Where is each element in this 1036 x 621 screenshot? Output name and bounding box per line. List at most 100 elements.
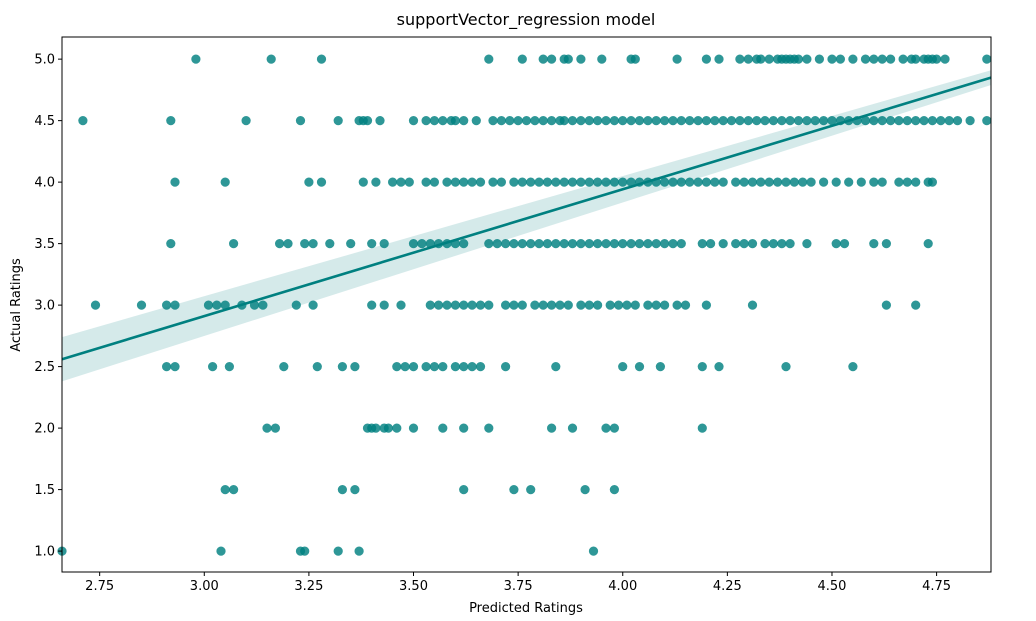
y-tick-label: 5.0 xyxy=(34,53,55,68)
data-point xyxy=(392,423,402,433)
data-point xyxy=(793,116,804,126)
data-point xyxy=(773,177,783,187)
data-point xyxy=(459,423,469,433)
data-point xyxy=(484,423,494,433)
data-point xyxy=(952,116,963,126)
data-point xyxy=(781,177,791,187)
data-point xyxy=(831,239,841,249)
data-point xyxy=(735,116,745,126)
data-point xyxy=(660,239,670,249)
data-point xyxy=(459,300,469,310)
data-point xyxy=(618,116,628,126)
data-point xyxy=(526,485,536,495)
data-point xyxy=(408,239,419,249)
data-point xyxy=(291,300,301,310)
data-point xyxy=(848,362,858,372)
data-point xyxy=(270,423,280,433)
data-point xyxy=(618,177,628,187)
data-point xyxy=(626,177,636,187)
data-point xyxy=(450,177,460,187)
data-point xyxy=(743,54,753,64)
data-point xyxy=(593,239,603,249)
data-point xyxy=(517,300,527,310)
data-point xyxy=(308,239,318,249)
data-point xyxy=(601,239,611,249)
data-point xyxy=(668,239,678,249)
data-point xyxy=(559,239,569,249)
data-point xyxy=(584,239,594,249)
data-point xyxy=(559,116,569,126)
data-point xyxy=(162,300,172,310)
data-point xyxy=(563,54,573,64)
data-point xyxy=(316,177,327,187)
data-point xyxy=(316,54,327,64)
data-point xyxy=(609,116,620,126)
data-point xyxy=(542,239,553,249)
data-point xyxy=(421,362,431,372)
data-point xyxy=(308,300,318,310)
data-point xyxy=(442,300,452,310)
data-point xyxy=(408,423,419,433)
data-point xyxy=(869,177,879,187)
data-point xyxy=(530,300,540,310)
data-point xyxy=(459,362,469,372)
x-tick-label: 4.75 xyxy=(922,579,951,594)
data-point xyxy=(78,116,88,126)
data-point xyxy=(576,300,586,310)
x-tick-label: 4.00 xyxy=(608,579,637,594)
data-point xyxy=(701,177,712,187)
data-point xyxy=(777,116,787,126)
data-point xyxy=(827,54,837,64)
data-point xyxy=(450,362,460,372)
data-point xyxy=(224,362,234,372)
data-point xyxy=(425,300,435,310)
data-point xyxy=(358,177,368,187)
data-point xyxy=(547,116,557,126)
data-point xyxy=(672,300,682,310)
data-point xyxy=(944,116,954,126)
data-point xyxy=(576,239,586,249)
data-point xyxy=(459,239,469,249)
data-point xyxy=(509,239,519,249)
data-point xyxy=(860,116,871,126)
data-point xyxy=(630,54,640,64)
data-point xyxy=(501,300,511,310)
data-point xyxy=(634,362,645,372)
data-point xyxy=(802,239,812,249)
data-point xyxy=(911,116,921,126)
data-point xyxy=(860,54,871,64)
data-point xyxy=(630,300,640,310)
data-point xyxy=(609,423,620,433)
data-point xyxy=(831,177,841,187)
data-point xyxy=(429,177,439,187)
data-point xyxy=(375,116,385,126)
data-point xyxy=(881,239,892,249)
data-point xyxy=(216,546,226,556)
data-point xyxy=(802,54,812,64)
data-point xyxy=(404,177,414,187)
data-point xyxy=(333,546,343,556)
data-point xyxy=(785,116,795,126)
data-point xyxy=(488,177,498,187)
data-point xyxy=(162,362,172,372)
data-point xyxy=(643,116,653,126)
data-point xyxy=(877,177,887,187)
data-point xyxy=(266,54,276,64)
data-point xyxy=(869,54,879,64)
data-point xyxy=(626,239,636,249)
data-point xyxy=(300,239,310,249)
data-point xyxy=(609,239,620,249)
data-point xyxy=(166,239,176,249)
data-point xyxy=(848,54,858,64)
data-point xyxy=(241,116,251,126)
data-point xyxy=(810,116,820,126)
data-point xyxy=(982,54,992,64)
data-point xyxy=(789,177,799,187)
data-point xyxy=(547,423,557,433)
data-point xyxy=(576,177,586,187)
data-point xyxy=(166,116,176,126)
data-point xyxy=(220,177,230,187)
data-point xyxy=(902,177,912,187)
data-point xyxy=(693,177,703,187)
data-point xyxy=(597,54,607,64)
